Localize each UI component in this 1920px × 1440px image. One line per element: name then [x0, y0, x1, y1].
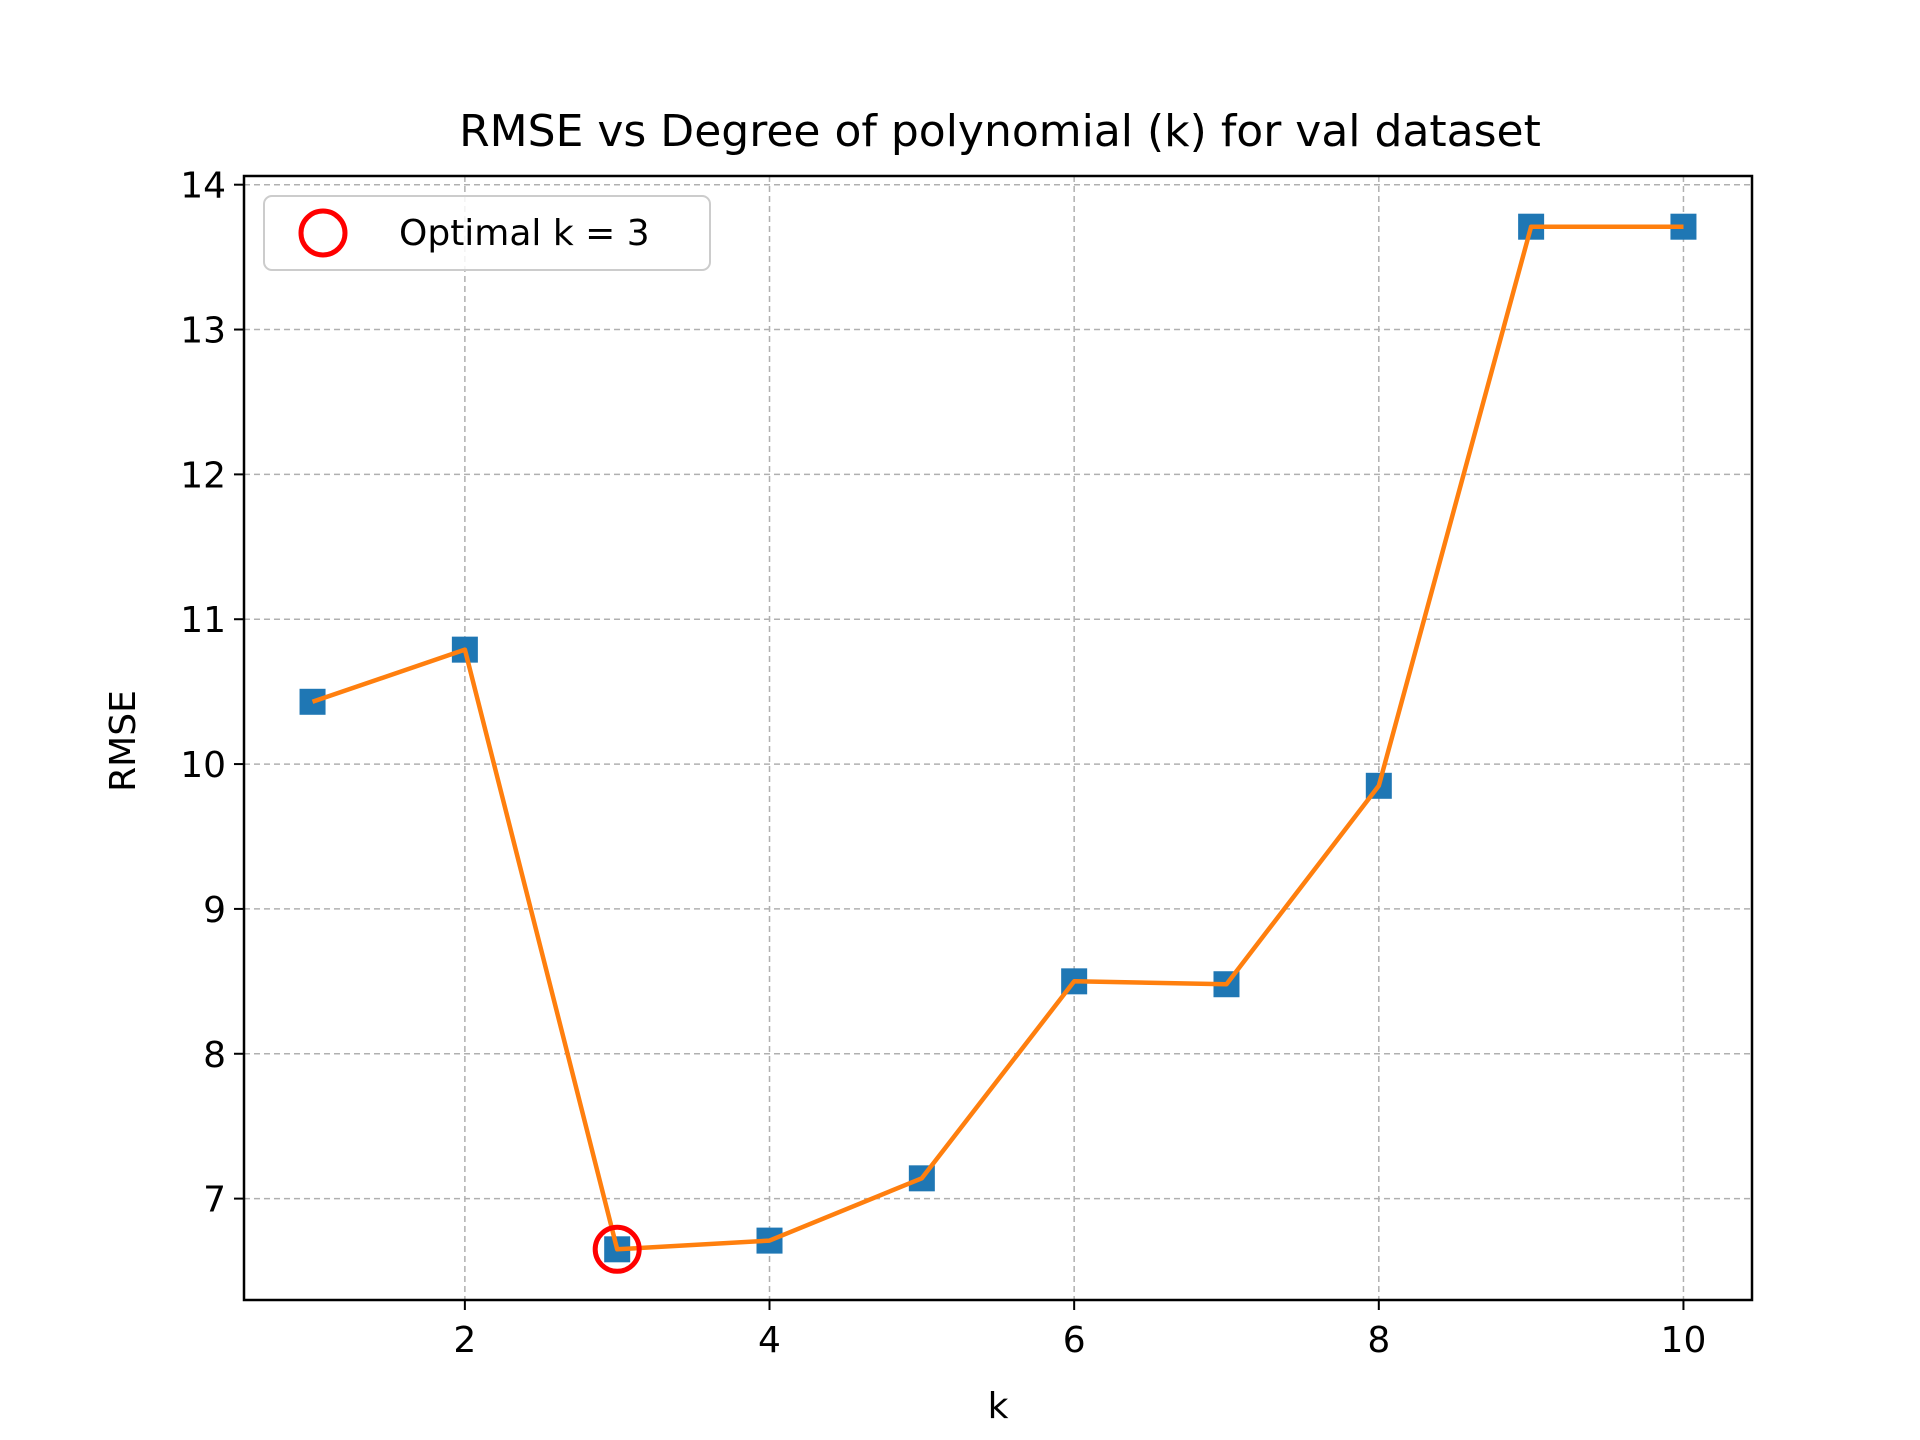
legend: Optimal k = 3 — [263, 195, 711, 271]
legend-circle-marker — [298, 208, 348, 258]
y-tick-label: 7 — [203, 1180, 226, 1221]
series-line — [311, 224, 1684, 1252]
grid — [244, 176, 1752, 1300]
y-axis-label: RMSE — [103, 690, 144, 792]
optimal-k-marker — [592, 1224, 642, 1274]
legend-label: Optimal k = 3 — [399, 213, 650, 254]
x-tick-label: 8 — [1367, 1320, 1390, 1361]
plot-frame — [242, 174, 1754, 1302]
x-axis-label: k — [988, 1386, 1009, 1427]
highlight — [592, 1224, 642, 1274]
legend-box — [263, 195, 711, 271]
y-tick-label: 9 — [203, 890, 226, 931]
x-tick-label: 10 — [1661, 1320, 1707, 1361]
series — [299, 213, 1697, 1263]
y-tick-label: 13 — [180, 311, 226, 352]
y-tick-label: 11 — [180, 600, 226, 641]
x-tick-label: 4 — [758, 1320, 781, 1361]
chart-title: RMSE vs Degree of polynomial (k) for val… — [459, 106, 1541, 157]
axis-ticks: 2 4 6 8 10 7 8 9 10 11 12 13 14 — [180, 166, 1706, 1361]
x-tick-label: 2 — [453, 1320, 476, 1361]
y-tick-label: 12 — [180, 455, 226, 496]
y-tick-label: 10 — [180, 745, 226, 786]
x-tick-label: 6 — [1063, 1320, 1086, 1361]
y-tick-label: 8 — [203, 1035, 226, 1076]
y-tick-label: 14 — [180, 166, 226, 207]
